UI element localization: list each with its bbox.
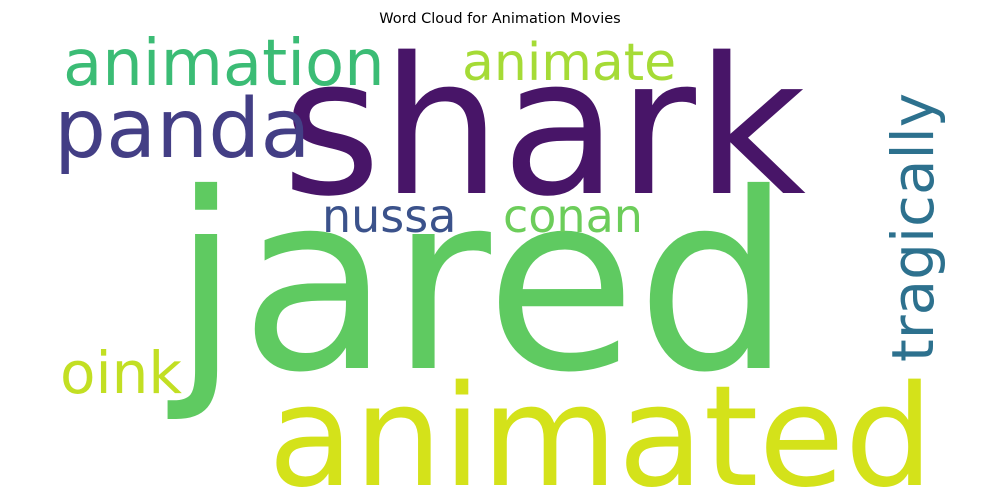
word-animated: animated (268, 356, 933, 500)
word-shark: shark (282, 17, 806, 238)
word-animate: animate (462, 33, 676, 93)
word-animation: animation (63, 27, 385, 101)
word-nussa: nussa (322, 189, 456, 243)
word-panda: panda (54, 82, 311, 177)
chart-title: Word Cloud for Animation Movies (379, 11, 621, 27)
word-oink: oink (60, 339, 182, 407)
word-conan: conan (503, 189, 643, 243)
word-jared: jared (167, 141, 792, 426)
word-tragically: tragically (879, 93, 947, 362)
